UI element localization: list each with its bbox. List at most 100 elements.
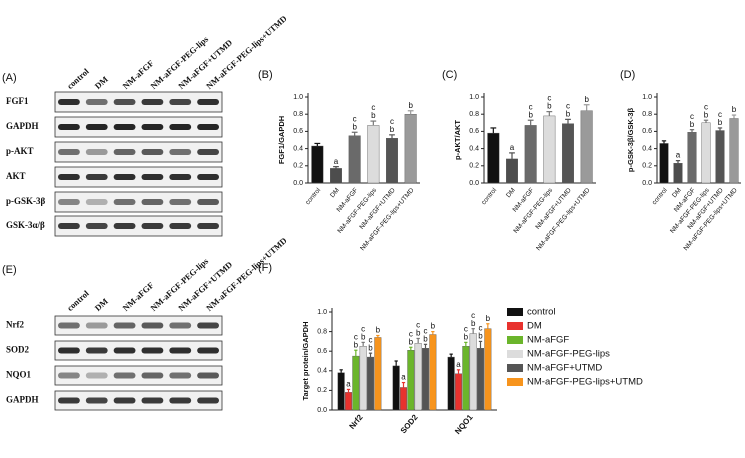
significance-letter: b bbox=[704, 110, 709, 119]
legend-label: NM-aFGF bbox=[527, 335, 569, 346]
bar bbox=[429, 334, 437, 411]
significance-letter: b bbox=[409, 337, 414, 346]
error-bar bbox=[394, 360, 398, 366]
error-bar bbox=[409, 346, 413, 351]
significance-letter: a bbox=[401, 373, 406, 382]
blot-band bbox=[197, 124, 219, 130]
error-bar bbox=[546, 111, 553, 116]
y-axis-label: Target protein/GAPDH bbox=[301, 321, 310, 400]
blot-band bbox=[169, 223, 192, 229]
bar bbox=[414, 343, 422, 411]
significance-letter: b bbox=[416, 329, 421, 338]
blot-band bbox=[141, 372, 164, 379]
bar bbox=[330, 168, 342, 184]
blot-frame bbox=[54, 166, 223, 188]
significance-letter: c bbox=[704, 102, 708, 111]
blot-frame bbox=[54, 116, 223, 138]
blot-band bbox=[113, 199, 136, 205]
blot-band bbox=[58, 372, 80, 379]
error-bar bbox=[431, 331, 435, 335]
significance-letter: c bbox=[361, 324, 365, 333]
error-bar bbox=[675, 160, 681, 164]
blot-band bbox=[85, 322, 108, 329]
significance-letter: b bbox=[566, 109, 571, 118]
x-tick-label: control bbox=[651, 186, 669, 206]
blot-band bbox=[85, 223, 108, 229]
x-tick-label: NQO1 bbox=[453, 412, 475, 436]
significance-letter: b bbox=[547, 102, 552, 111]
blot-band bbox=[85, 99, 108, 105]
blot-frame bbox=[54, 315, 223, 336]
error-bar bbox=[565, 118, 571, 124]
y-tick-label: 0.8 bbox=[642, 111, 652, 118]
bar bbox=[506, 158, 518, 184]
significance-letter: b bbox=[431, 322, 436, 331]
y-axis-label: p-AKT/AKT bbox=[453, 120, 462, 160]
y-tick-label: 1.0 bbox=[293, 94, 303, 101]
blot-band bbox=[58, 124, 80, 130]
blot-band bbox=[58, 322, 80, 329]
blot-band bbox=[169, 124, 192, 130]
blot-band bbox=[141, 397, 164, 404]
panel-label: (F) bbox=[258, 262, 272, 274]
legend-swatch bbox=[507, 322, 523, 330]
legend-label: NM-aFGF-PEG-lips+UTMD bbox=[527, 377, 643, 388]
panel-label: (D) bbox=[620, 69, 635, 81]
error-bar bbox=[449, 353, 453, 358]
error-bar bbox=[509, 152, 515, 159]
bar bbox=[345, 392, 353, 411]
lane-label: control bbox=[65, 288, 91, 313]
bar bbox=[673, 163, 683, 184]
y-tick-label: 0.6 bbox=[317, 348, 327, 355]
error-bar bbox=[361, 341, 365, 347]
blot-band bbox=[113, 372, 136, 379]
error-bar bbox=[407, 110, 414, 115]
legend-swatch bbox=[507, 336, 523, 344]
significance-letter: b bbox=[361, 332, 366, 341]
significance-letter: b bbox=[464, 332, 469, 341]
y-tick-label: 0.6 bbox=[469, 128, 479, 135]
significance-letter: b bbox=[423, 334, 428, 343]
blot-frame bbox=[54, 340, 223, 361]
blot-band bbox=[85, 124, 108, 130]
y-tick-label: 0.0 bbox=[293, 180, 303, 187]
blot-row-label: FGF1 bbox=[6, 96, 29, 106]
panel-label: (C) bbox=[442, 69, 457, 81]
significance-letter: b bbox=[528, 110, 533, 119]
error-bar bbox=[731, 114, 737, 119]
blot-row-label: SOD2 bbox=[6, 345, 30, 355]
y-axis-label: FGF1/GAPDH bbox=[277, 116, 286, 164]
blot-band bbox=[58, 199, 80, 205]
blot-band bbox=[169, 149, 192, 155]
bar bbox=[374, 337, 382, 411]
blot-band bbox=[197, 322, 219, 329]
error-bar bbox=[314, 142, 321, 147]
significance-letter: b bbox=[486, 314, 491, 323]
blot-band bbox=[197, 99, 219, 105]
bar bbox=[400, 387, 408, 411]
error-bar bbox=[490, 127, 497, 134]
y-tick-label: 0.0 bbox=[642, 180, 652, 187]
bar bbox=[462, 346, 470, 411]
blot-band bbox=[141, 223, 164, 229]
y-tick-label: 0.2 bbox=[469, 163, 479, 170]
bar bbox=[404, 113, 417, 184]
y-tick-label: 0.4 bbox=[317, 368, 327, 375]
blot-band bbox=[113, 174, 136, 180]
legend-swatch bbox=[507, 364, 523, 372]
error-bar bbox=[486, 323, 490, 329]
bar bbox=[386, 138, 398, 184]
bar bbox=[469, 333, 477, 411]
error-bar bbox=[370, 120, 377, 126]
significance-letter: b bbox=[371, 111, 376, 120]
error-bar bbox=[339, 369, 343, 373]
blot-band bbox=[169, 347, 192, 354]
y-tick-label: 0.4 bbox=[293, 145, 303, 152]
blot-band bbox=[113, 149, 136, 155]
y-tick-label: 1.0 bbox=[317, 309, 327, 316]
x-tick-label: control bbox=[304, 186, 322, 206]
y-tick-label: 0.4 bbox=[642, 145, 652, 152]
x-tick-label: DM bbox=[329, 187, 341, 199]
blot-band bbox=[58, 397, 80, 404]
